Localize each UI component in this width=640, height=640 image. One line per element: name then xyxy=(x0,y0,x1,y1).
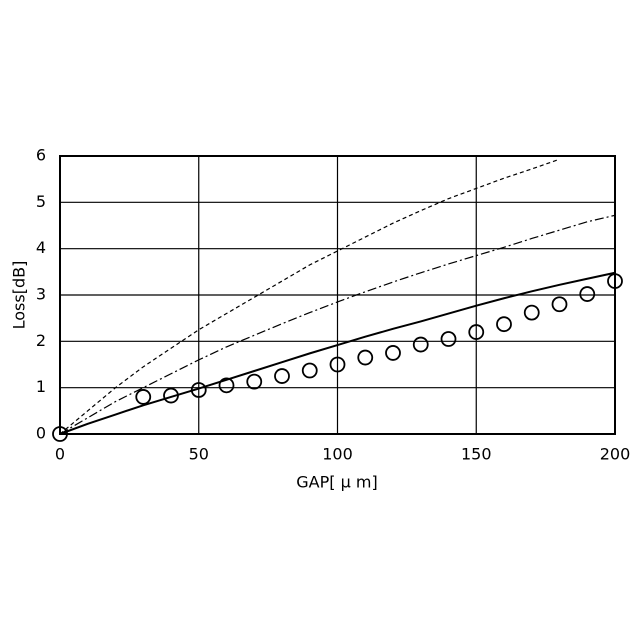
x-tick-label: 150 xyxy=(461,445,492,464)
x-tick-label: 50 xyxy=(189,445,209,464)
chart: GAP[ μ m] Loss[dB] 0 1 2 3 4 5 6 0 50 100 150 200 xyxy=(0,0,640,640)
y-tick-label: 5 xyxy=(36,192,46,211)
data-point xyxy=(386,346,400,360)
y-tick-label: 4 xyxy=(36,238,46,257)
data-point xyxy=(136,390,150,404)
data-point xyxy=(414,338,428,352)
y-tick-label: 3 xyxy=(36,285,46,304)
data-point xyxy=(358,351,372,365)
data-point xyxy=(303,364,317,378)
x-tick-label: 0 xyxy=(55,445,65,464)
y-tick-label: 2 xyxy=(36,331,46,350)
x-tick-label: 100 xyxy=(322,445,353,464)
data-point xyxy=(580,287,594,301)
series-line xyxy=(60,159,560,434)
data-point xyxy=(497,317,511,331)
x-tick-label: 200 xyxy=(600,445,631,464)
y-tick-label: 1 xyxy=(36,377,46,396)
y-tick-label: 0 xyxy=(36,424,46,443)
data-point xyxy=(442,332,456,346)
y-tick-label: 6 xyxy=(36,146,46,165)
data-point xyxy=(275,369,289,383)
data-point xyxy=(553,297,567,311)
x-axis-label: GAP[ μ m] xyxy=(296,473,377,492)
data-point xyxy=(525,306,539,320)
data-point xyxy=(247,375,261,389)
y-axis-label: Loss[dB] xyxy=(10,261,29,330)
